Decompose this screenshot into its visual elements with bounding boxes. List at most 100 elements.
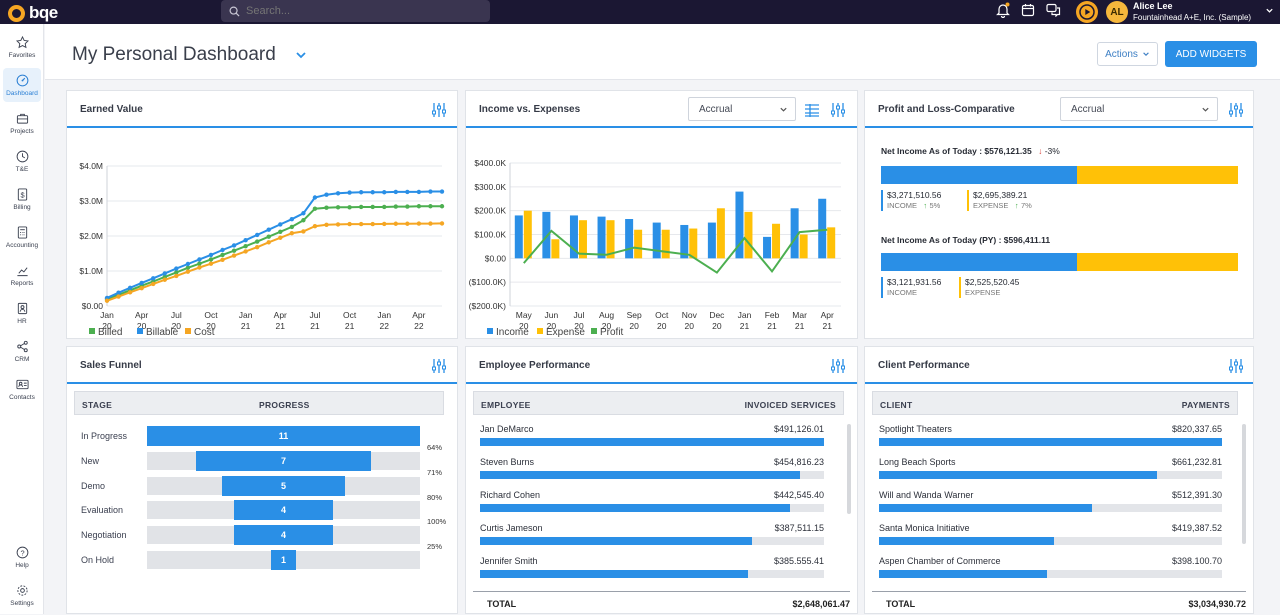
play-button[interactable] — [1076, 1, 1098, 23]
data-point[interactable] — [197, 265, 202, 270]
actions-button[interactable]: Actions — [1097, 42, 1158, 66]
data-point[interactable] — [278, 222, 283, 227]
bar-income[interactable] — [735, 191, 744, 259]
data-point[interactable] — [347, 190, 352, 195]
sidebar-item-accounting[interactable]: Accounting — [3, 220, 41, 254]
bar-income[interactable] — [707, 222, 716, 259]
data-point[interactable] — [428, 221, 433, 226]
data-point[interactable] — [220, 247, 225, 253]
chevron-down-icon[interactable] — [1265, 6, 1274, 15]
table-row[interactable]: Steven Burns $454,816.23 — [480, 457, 824, 479]
bar-expense[interactable] — [661, 229, 670, 259]
data-point[interactable] — [301, 229, 306, 234]
data-point[interactable] — [220, 257, 225, 262]
data-point[interactable] — [439, 189, 445, 194]
data-point[interactable] — [439, 221, 445, 226]
chat-icon[interactable] — [1046, 3, 1061, 17]
sidebar-item-hr[interactable]: HR — [3, 296, 41, 330]
data-point[interactable] — [243, 238, 248, 243]
data-point[interactable] — [324, 205, 329, 210]
funnel-bar[interactable]: 5 — [222, 475, 345, 496]
bar-expense[interactable] — [606, 220, 615, 259]
data-point[interactable] — [254, 232, 260, 238]
data-point[interactable] — [151, 281, 156, 287]
table-row[interactable]: Aspen Chamber of Commerce $398.100.70 — [879, 556, 1222, 578]
data-point[interactable] — [324, 192, 329, 197]
basis-select[interactable]: Accrual — [1060, 97, 1218, 121]
data-point[interactable] — [151, 276, 156, 281]
bar-income[interactable] — [652, 222, 661, 259]
data-point[interactable] — [382, 204, 387, 210]
data-point[interactable] — [185, 265, 191, 271]
sidebar-item-favorites[interactable]: Favorites — [3, 30, 41, 64]
bar-income[interactable] — [818, 198, 827, 259]
add-widgets-button[interactable]: ADD WIDGETS — [1165, 41, 1257, 67]
data-point[interactable] — [358, 190, 364, 195]
funnel-bar[interactable]: 1 — [271, 550, 296, 570]
data-point[interactable] — [231, 243, 237, 248]
search-box[interactable] — [221, 0, 490, 22]
data-point[interactable] — [197, 261, 202, 266]
data-point[interactable] — [116, 294, 121, 299]
bell-icon[interactable] — [996, 2, 1010, 18]
funnel-bar[interactable]: 4 — [234, 500, 333, 521]
table-row[interactable]: Richard Cohen $442,545.40 — [480, 490, 824, 512]
table-row[interactable]: Spotlight Theaters $820,337.65 — [879, 424, 1222, 446]
data-point[interactable] — [439, 204, 445, 209]
tune-icon[interactable] — [431, 358, 447, 374]
bar-expense[interactable] — [772, 223, 781, 259]
data-point[interactable] — [370, 204, 375, 210]
chevron-down-icon[interactable] — [295, 50, 307, 60]
bar-expense[interactable] — [716, 208, 725, 259]
sidebar-item-contacts[interactable]: Contacts — [3, 372, 41, 406]
bar-expense[interactable] — [744, 211, 753, 259]
legend-label[interactable]: Income — [496, 327, 529, 338]
data-point[interactable] — [382, 190, 387, 195]
bar-expense[interactable] — [827, 227, 836, 259]
funnel-bar[interactable]: 4 — [234, 525, 333, 546]
bar-income[interactable] — [680, 224, 689, 259]
data-point[interactable] — [312, 195, 318, 200]
data-point[interactable] — [208, 252, 214, 258]
table-row[interactable]: Jan DeMarco $491,126.01 — [480, 424, 824, 446]
data-point[interactable] — [174, 270, 179, 275]
basis-select[interactable]: Accrual — [688, 97, 796, 121]
tune-icon[interactable] — [1228, 358, 1244, 374]
data-point[interactable] — [116, 290, 121, 295]
data-point[interactable] — [174, 266, 179, 271]
data-point[interactable] — [243, 249, 248, 254]
data-point[interactable] — [162, 271, 167, 276]
data-point[interactable] — [416, 221, 422, 226]
bar-expense[interactable] — [689, 228, 698, 259]
bar-income[interactable] — [569, 215, 578, 259]
data-point[interactable] — [266, 234, 271, 239]
table-row[interactable]: Santa Monica Initiative $419,387.52 — [879, 523, 1222, 545]
data-point[interactable] — [428, 189, 433, 194]
data-point[interactable] — [347, 221, 352, 227]
sidebar-item-crm[interactable]: CRM — [3, 334, 41, 368]
bar-income[interactable] — [790, 208, 799, 259]
bar-income[interactable] — [514, 215, 523, 259]
bar-expense[interactable] — [799, 234, 808, 259]
bar-income[interactable] — [763, 236, 772, 259]
data-point[interactable] — [254, 239, 260, 244]
table-row[interactable]: Curtis Jameson $387,511.15 — [480, 523, 824, 545]
data-point[interactable] — [416, 204, 422, 209]
data-point[interactable] — [162, 277, 167, 282]
bar-expense[interactable] — [523, 210, 532, 259]
sidebar-item-te[interactable]: T&E — [3, 144, 41, 178]
funnel-bar[interactable]: 11 — [147, 426, 420, 446]
calendar-icon[interactable] — [1021, 3, 1035, 17]
sidebar-item-dashboard[interactable]: Dashboard — [3, 68, 41, 102]
scrollbar[interactable] — [847, 424, 851, 514]
data-point[interactable] — [289, 224, 295, 230]
bqe-logo[interactable]: bqe — [8, 3, 58, 23]
bar-expense[interactable] — [634, 229, 643, 259]
data-point[interactable] — [312, 224, 318, 229]
sidebar-item-reports[interactable]: Reports — [3, 258, 41, 292]
tune-icon[interactable] — [1228, 102, 1244, 118]
tune-icon[interactable] — [830, 102, 846, 118]
data-point[interactable] — [127, 285, 133, 290]
data-point[interactable] — [405, 189, 410, 195]
data-point[interactable] — [347, 205, 352, 210]
